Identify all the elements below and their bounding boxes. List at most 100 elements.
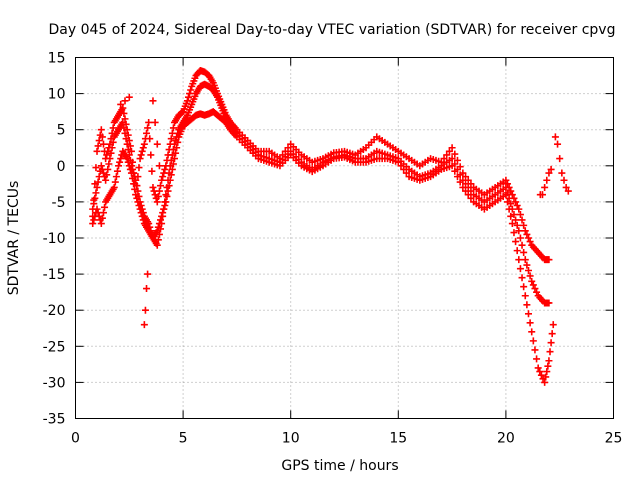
data-point [531, 346, 539, 354]
data-point [545, 256, 553, 264]
data-point [111, 178, 119, 186]
data-point [515, 205, 523, 213]
data-point [168, 165, 176, 173]
data-point [93, 205, 101, 213]
data-point [167, 171, 175, 179]
data-point [162, 198, 170, 206]
data-point [130, 180, 138, 188]
axis-ticks [75, 57, 614, 419]
data-point [101, 203, 109, 211]
data-point [512, 238, 520, 246]
data-point [186, 90, 194, 98]
data-point [526, 319, 534, 327]
data-point [138, 212, 146, 220]
data-point [94, 142, 102, 150]
data-point [160, 205, 168, 213]
data-point [518, 241, 526, 249]
data-point [99, 140, 107, 148]
data-point [183, 97, 191, 105]
data-point [512, 198, 520, 206]
data-point [521, 256, 529, 264]
y-axis-label: SDTVAR / TECUs [6, 181, 22, 296]
data-point [523, 301, 531, 309]
data-point [157, 216, 165, 224]
data-point [94, 178, 102, 186]
data-point [90, 216, 98, 224]
data-point [545, 357, 553, 365]
data-point [139, 216, 147, 224]
data-point [137, 151, 145, 159]
data-point [524, 310, 532, 318]
data-point [93, 183, 101, 191]
series-lower [89, 108, 557, 386]
y-tick-label: -35 [43, 412, 66, 428]
data-point [132, 191, 140, 199]
data-point [402, 169, 410, 177]
data-point [119, 104, 127, 112]
data-point [451, 150, 459, 158]
data-point [98, 214, 106, 222]
data-point [154, 192, 162, 200]
data-point [551, 133, 559, 141]
data-point [529, 337, 537, 345]
data-point [513, 202, 521, 210]
data-point [400, 165, 408, 173]
data-point [184, 93, 192, 101]
data-point [92, 164, 100, 172]
data-point [144, 270, 152, 278]
data-point [153, 227, 161, 235]
data-point [541, 183, 549, 191]
data-point [544, 362, 552, 370]
data-point [135, 164, 143, 172]
data-point [448, 162, 456, 170]
data-point [153, 241, 161, 249]
data-point [524, 234, 532, 242]
data-point [140, 140, 148, 148]
data-point [131, 185, 139, 193]
data-point [164, 187, 172, 195]
data-point [116, 158, 124, 166]
x-tick-label: 20 [497, 431, 515, 447]
data-point [135, 202, 143, 210]
x-axis-label: GPS time / hours [281, 458, 398, 474]
data-point [153, 198, 161, 206]
data-point [448, 144, 456, 152]
data-point [178, 109, 186, 117]
data-point [508, 191, 516, 199]
data-point [564, 187, 572, 195]
data-point [526, 238, 534, 246]
data-point [112, 173, 120, 181]
data-point [515, 227, 523, 235]
data-point [149, 97, 157, 105]
data-point [516, 234, 524, 242]
data-point [173, 144, 181, 152]
data-point [143, 285, 151, 293]
data-point [548, 330, 556, 338]
data-point [462, 187, 470, 195]
data-point [453, 173, 461, 181]
data-point [124, 158, 132, 166]
data-point [99, 209, 107, 217]
data-point [134, 198, 142, 206]
data-point [161, 202, 169, 210]
data-point [136, 205, 144, 213]
data-point [159, 173, 167, 181]
data-points [89, 66, 572, 386]
x-tick-label: 5 [179, 431, 188, 447]
data-point [143, 129, 151, 137]
data-point [154, 223, 162, 231]
data-point [102, 176, 110, 184]
data-point [126, 165, 134, 173]
data-point [284, 144, 292, 152]
data-point [536, 368, 544, 376]
data-point [518, 216, 526, 224]
data-point [533, 288, 541, 296]
y-tick-label: -15 [43, 267, 66, 283]
data-point [147, 151, 155, 159]
data-point [139, 144, 147, 152]
data-point [124, 146, 132, 154]
data-point [170, 155, 178, 163]
data-point [516, 211, 524, 219]
data-point [459, 183, 467, 191]
data-point [103, 171, 111, 179]
